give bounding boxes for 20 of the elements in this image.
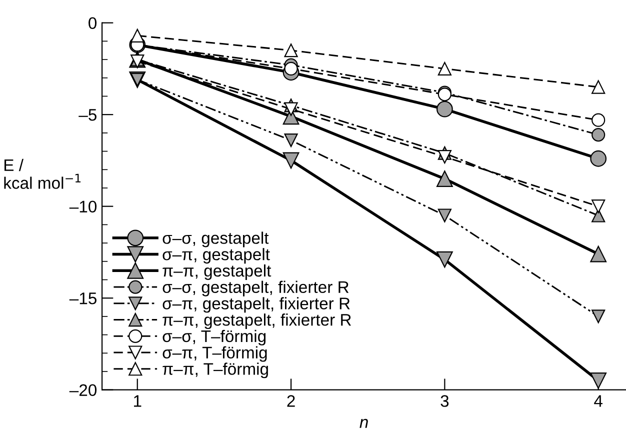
- legend-label: σ–σ, gestapelt, fixierter R: [162, 280, 349, 296]
- legend-label: σ–π, gestapelt, fixierter R: [162, 297, 350, 313]
- x-tick-label: 1: [134, 395, 142, 407]
- legend-label: π–π, gestapelt, fixierter R: [162, 314, 352, 330]
- x-tick-label: 4: [594, 395, 602, 407]
- x-tick-label: 2: [287, 395, 295, 407]
- legend-label: π–π, gestapelt: [162, 264, 272, 280]
- legend-label: σ–π, gestapelt: [162, 248, 270, 264]
- legend-label: σ–σ, gestapelt: [162, 232, 269, 248]
- y-tick-label: 0: [88, 17, 97, 30]
- x-axis-title: n: [360, 418, 368, 428]
- y-tick-label: –10: [69, 200, 97, 213]
- y-axis-title: E / kcal mol$^{−1}$: [4, 158, 81, 189]
- y-tick-label: –20: [69, 384, 97, 396]
- legend-label: σ–σ, T–förmig: [162, 330, 266, 346]
- y-tick-label: –5: [78, 109, 96, 121]
- legend-label: σ–π, T–förmig: [162, 346, 267, 362]
- y-tick-label: –15: [69, 292, 96, 304]
- x-tick-label: 3: [440, 395, 449, 407]
- legend-label: π–π, T–förmig: [162, 362, 268, 378]
